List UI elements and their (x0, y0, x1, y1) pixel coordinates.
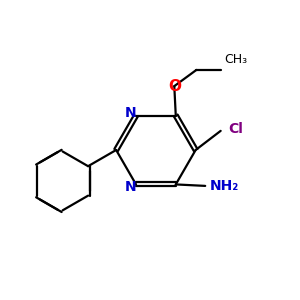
Text: O: O (168, 79, 181, 94)
Text: Cl: Cl (228, 122, 243, 136)
Text: N: N (125, 106, 136, 120)
Text: CH₃: CH₃ (224, 53, 248, 66)
Text: N: N (125, 180, 136, 194)
Text: NH₂: NH₂ (210, 179, 239, 193)
